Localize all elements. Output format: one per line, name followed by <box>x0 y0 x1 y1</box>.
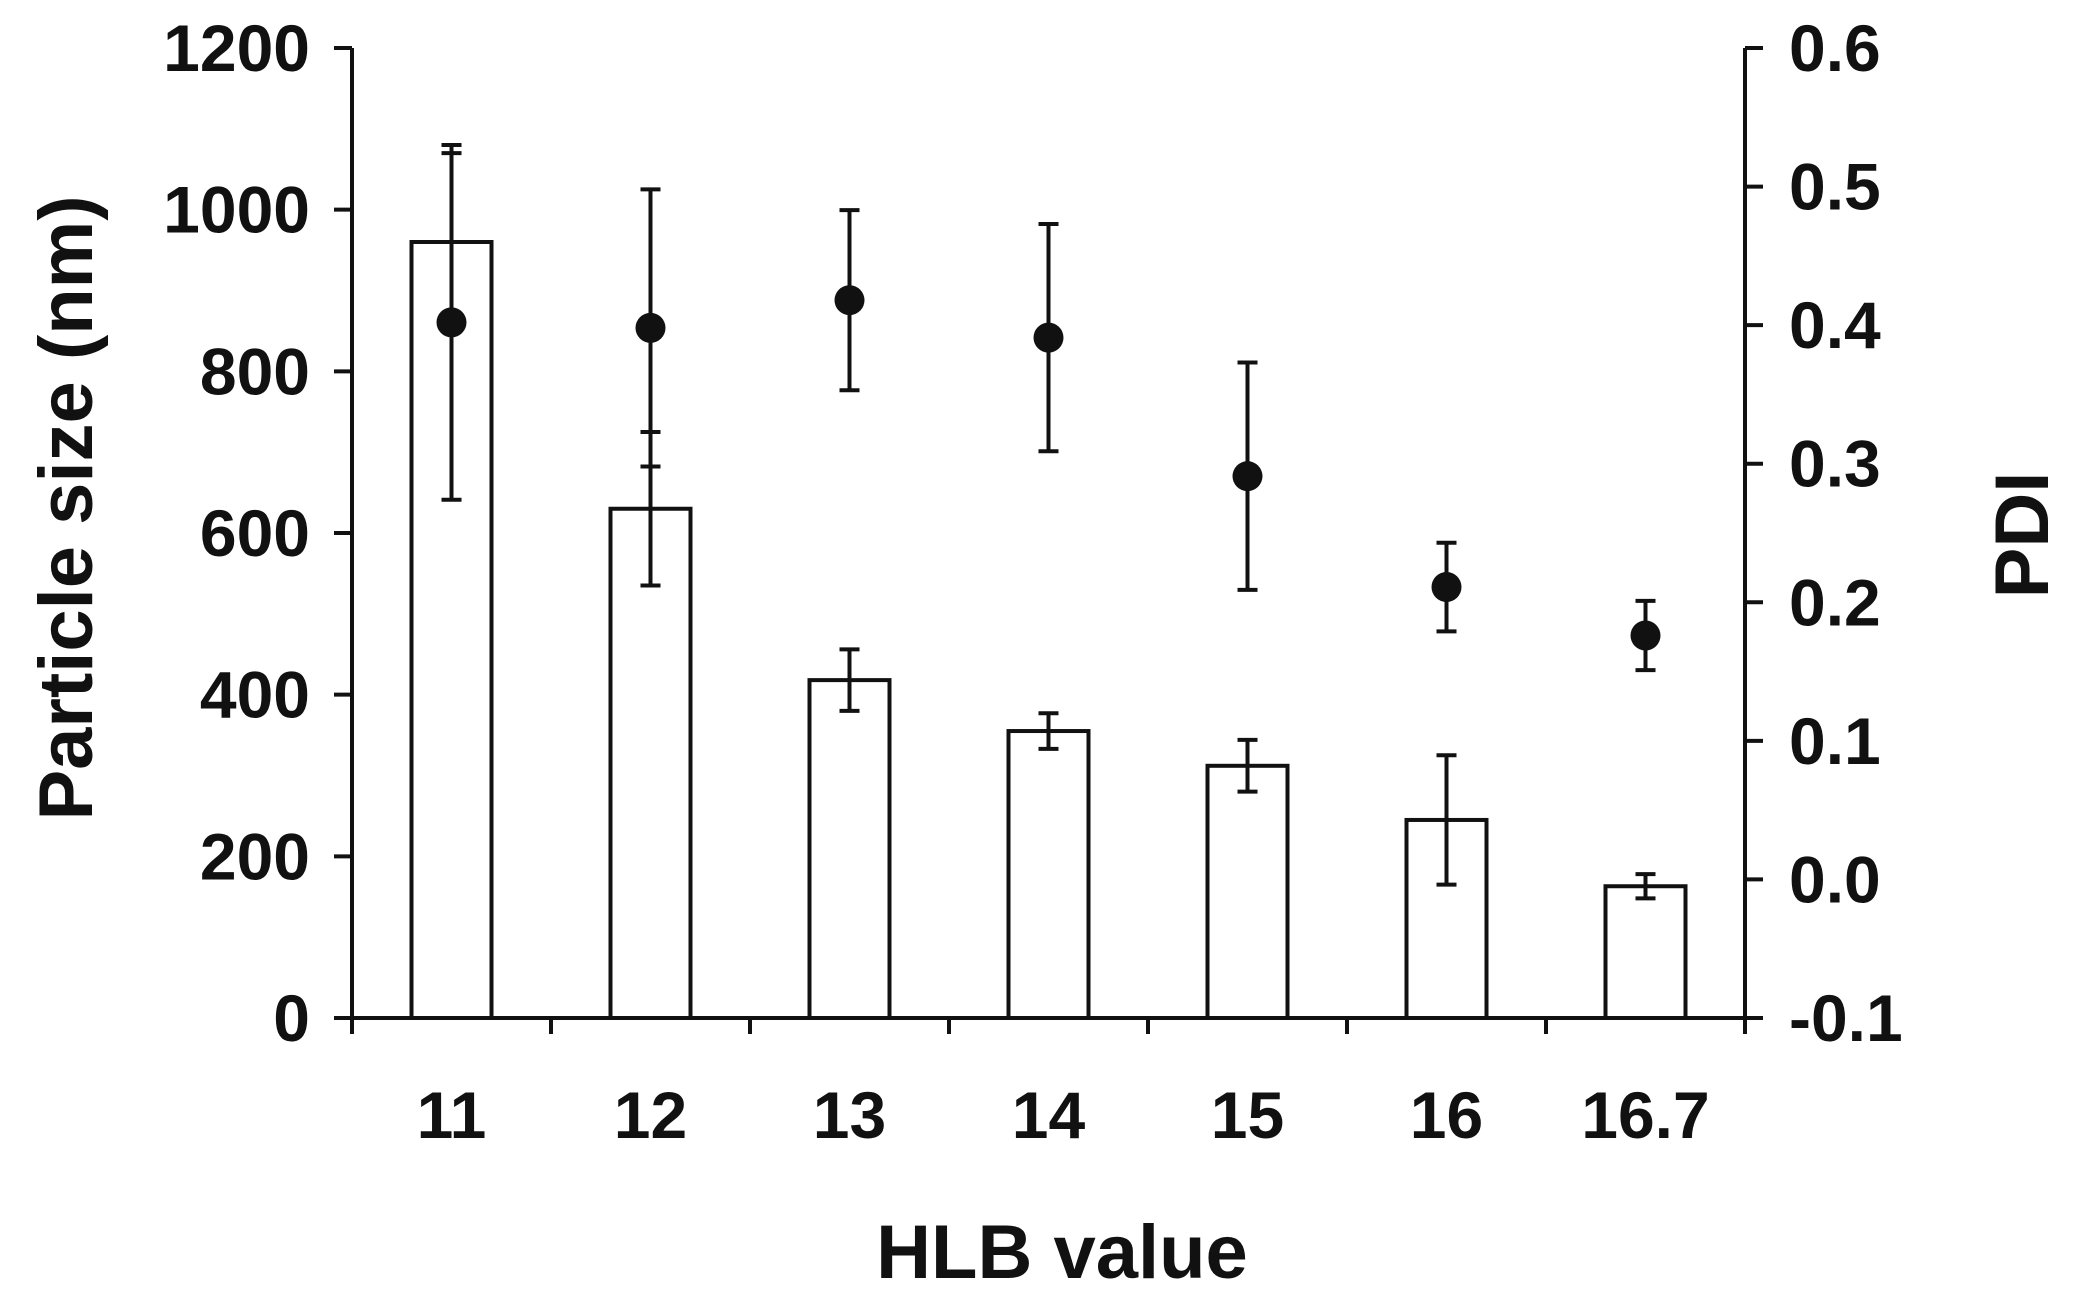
pdi-point <box>1630 620 1661 651</box>
bar <box>1603 884 1688 1020</box>
x-tick-label: 13 <box>813 1078 886 1152</box>
right-y-axis-title: PDI <box>1980 472 2065 599</box>
pdi-point <box>1033 322 1064 353</box>
bar-series <box>409 151 1688 1021</box>
pdi-point <box>635 312 666 343</box>
left-y-tick-label: 800 <box>200 334 310 408</box>
bar <box>1205 763 1290 1020</box>
x-tick-label: 12 <box>614 1078 687 1152</box>
right-y-tick-label: 0.5 <box>1789 150 1881 224</box>
left-y-axis-title: Particle size (nm) <box>24 195 109 820</box>
left-y-tick-label: 600 <box>200 496 310 570</box>
left-y-tick-label: 1200 <box>163 11 310 85</box>
x-axis-title: HLB value <box>876 1210 1248 1295</box>
left-y-tick-label: 400 <box>200 658 310 732</box>
bar <box>807 678 892 1020</box>
pdi-point <box>436 307 467 338</box>
axes: 0 200 400 600 800 1000 1200 -0.1 0.0 0.1 0.2 0.3 0.4… <box>163 11 1903 1152</box>
right-y-tick-label: 0.3 <box>1789 427 1881 501</box>
right-y-tick-label: 0.6 <box>1789 11 1881 85</box>
left-y-tick-label: 0 <box>273 981 310 1055</box>
x-tick-label: 16.7 <box>1581 1078 1709 1152</box>
pdi-series <box>436 143 1661 673</box>
bar <box>1006 729 1091 1021</box>
pdi-point <box>1232 461 1263 492</box>
x-tick-label: 16 <box>1410 1078 1483 1152</box>
right-y-tick-label: 0.1 <box>1789 704 1881 778</box>
right-y-tick-label: 0.4 <box>1789 288 1881 362</box>
right-y-tick-label: -0.1 <box>1789 981 1903 1055</box>
x-tick-label: 14 <box>1012 1078 1086 1152</box>
right-y-tick-label: 0.2 <box>1789 565 1881 639</box>
x-tick-label: 15 <box>1211 1078 1284 1152</box>
left-y-tick-label: 1000 <box>163 173 310 247</box>
x-tick-label: 11 <box>417 1078 487 1152</box>
pdi-point <box>834 285 865 316</box>
left-y-tick-label: 200 <box>200 819 310 893</box>
right-y-tick-label: 0.0 <box>1789 842 1881 916</box>
pdi-point <box>1431 572 1462 603</box>
